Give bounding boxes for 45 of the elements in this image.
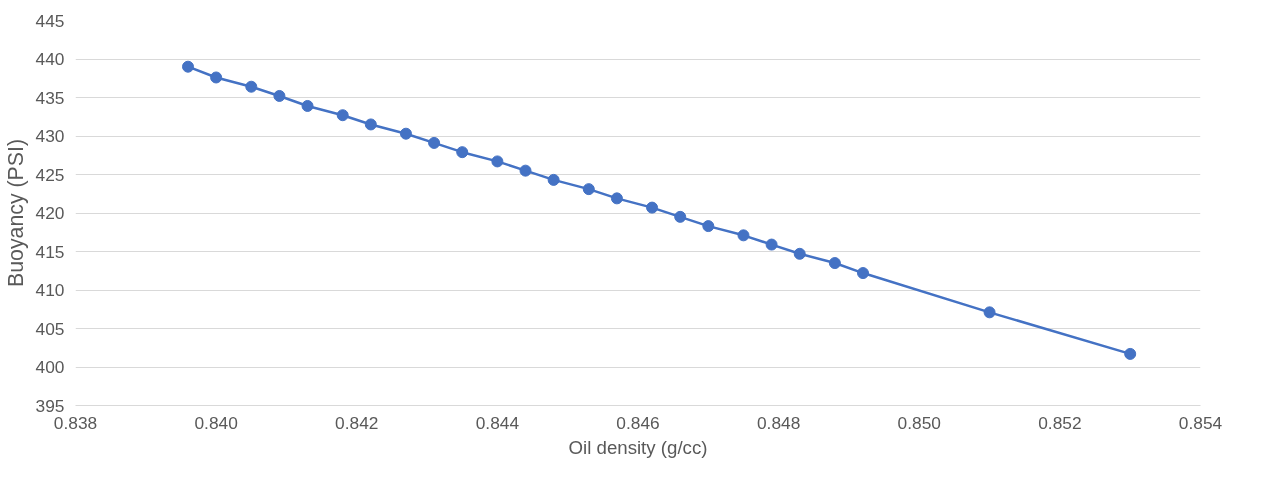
x-tick-label: 0.854 [1178,412,1223,433]
y-tick-label: 435 [35,87,65,108]
point [1124,347,1137,360]
point [702,220,715,233]
point [273,89,286,102]
y-tick-label: 425 [35,164,65,185]
y-tick-label: 430 [35,126,65,146]
x-tick-label: 0.852 [1038,412,1082,433]
point [301,99,314,112]
point [582,183,595,196]
x-tick-label: 0.844 [475,412,520,433]
x-tick-label: 0.842 [335,412,379,433]
point [674,210,687,223]
y-tick-label: 410 [35,280,65,300]
x-tick-label: 0.848 [756,412,801,433]
y-tick-label: 400 [35,357,65,377]
point [983,306,996,319]
point [182,60,194,73]
point [765,238,778,251]
point [610,192,623,205]
point [336,109,349,122]
point [456,146,469,159]
point [857,267,869,280]
point [210,71,223,84]
point [519,164,532,177]
x-tick-label: 0.846 [616,412,660,433]
y-tick-label: 420 [35,203,65,223]
x-tick-label: 0.840 [194,412,238,433]
point [547,173,560,186]
point [793,247,806,260]
y-tick-label: 440 [35,49,65,69]
point [491,155,504,168]
point [399,127,412,140]
x-axis-title: Oil density (g/cc) [568,436,708,458]
x-tick-label: 0.850 [897,412,941,433]
point [428,136,441,149]
y-axis-title: Buoyancy (PSI) [3,138,28,288]
point [364,118,377,131]
point [828,257,841,270]
y-tick-label: 405 [35,318,65,339]
point [245,80,258,93]
point [737,229,750,242]
point [646,201,659,214]
y-tick-label: 415 [35,241,65,262]
y-tick-label: 445 [35,10,65,31]
